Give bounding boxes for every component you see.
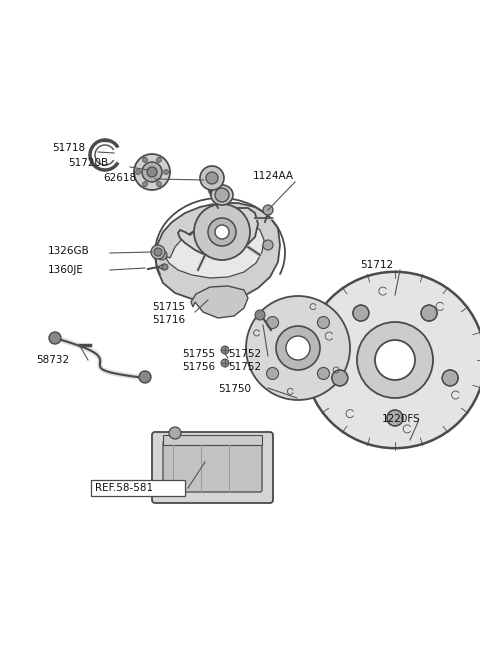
Circle shape (206, 172, 218, 184)
Circle shape (157, 250, 167, 260)
Circle shape (353, 305, 369, 321)
Circle shape (375, 340, 415, 380)
Circle shape (215, 225, 229, 239)
FancyBboxPatch shape (152, 432, 273, 503)
Circle shape (143, 181, 147, 187)
Polygon shape (191, 286, 248, 318)
Circle shape (421, 305, 437, 321)
Circle shape (246, 296, 350, 400)
Circle shape (332, 370, 348, 386)
Circle shape (266, 367, 278, 379)
Text: 58732: 58732 (36, 355, 69, 365)
Text: 51750: 51750 (218, 384, 251, 394)
Circle shape (142, 162, 162, 182)
Circle shape (221, 346, 229, 354)
Text: 51752: 51752 (228, 362, 261, 372)
Text: 51755: 51755 (182, 349, 215, 359)
Circle shape (151, 245, 165, 259)
Ellipse shape (211, 185, 233, 205)
Circle shape (164, 170, 168, 174)
Polygon shape (163, 435, 262, 445)
Ellipse shape (305, 272, 480, 448)
Circle shape (156, 181, 161, 187)
Text: 1360JE: 1360JE (48, 265, 84, 275)
Circle shape (49, 332, 61, 344)
Text: 1124AA: 1124AA (253, 171, 294, 181)
Circle shape (221, 359, 229, 367)
Circle shape (208, 218, 236, 246)
Text: 62618: 62618 (103, 173, 136, 183)
Polygon shape (166, 221, 264, 278)
Polygon shape (155, 203, 280, 302)
Circle shape (276, 326, 320, 370)
Circle shape (200, 166, 224, 190)
Circle shape (162, 264, 168, 270)
Circle shape (194, 204, 250, 260)
Circle shape (134, 154, 170, 190)
Circle shape (255, 310, 265, 320)
Circle shape (154, 248, 162, 256)
Text: 1220FS: 1220FS (382, 414, 421, 424)
Circle shape (357, 322, 433, 398)
Circle shape (143, 157, 147, 162)
Circle shape (263, 205, 273, 215)
Circle shape (317, 316, 329, 329)
Text: 51715: 51715 (152, 302, 185, 312)
Circle shape (442, 370, 458, 386)
Text: 51720B: 51720B (68, 158, 108, 168)
Circle shape (135, 170, 141, 174)
Text: 51756: 51756 (182, 362, 215, 372)
FancyBboxPatch shape (163, 441, 262, 492)
Polygon shape (178, 208, 258, 257)
Circle shape (387, 410, 403, 426)
Text: 1326GB: 1326GB (48, 246, 90, 256)
Circle shape (156, 157, 161, 162)
Circle shape (169, 427, 181, 439)
Text: 51718: 51718 (52, 143, 85, 153)
Circle shape (139, 371, 151, 383)
Circle shape (266, 316, 278, 329)
Text: 51712: 51712 (360, 260, 393, 270)
FancyBboxPatch shape (91, 480, 185, 496)
Text: 51716: 51716 (152, 315, 185, 325)
Circle shape (147, 167, 157, 177)
Text: REF.58-581: REF.58-581 (95, 483, 153, 493)
Circle shape (263, 240, 273, 250)
Circle shape (215, 188, 229, 202)
Text: 51752: 51752 (228, 349, 261, 359)
Circle shape (317, 367, 329, 379)
Circle shape (286, 336, 310, 360)
